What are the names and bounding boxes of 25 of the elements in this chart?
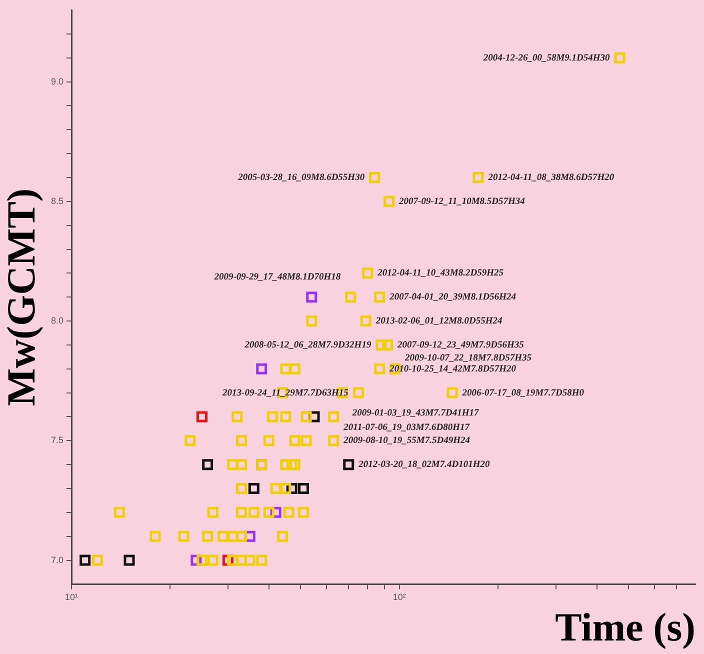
y-axis-title: Mw(GCMT) <box>0 188 44 406</box>
y-tick-label: 8.0 <box>50 316 64 326</box>
x-tick-label: 10² <box>392 592 406 602</box>
y-tick-label: 7.5 <box>50 435 64 446</box>
annotation: 2007-09-12_23_49M7.9D56H35 <box>396 340 524 350</box>
y-tick-label: 9.0 <box>50 76 64 86</box>
annotation: 2012-04-11_10_43M8.2D59H25 <box>376 268 504 279</box>
annotation: 2009-08-10_19_55M7.5D49H24 <box>342 436 470 446</box>
y-tick-label: 7.0 <box>50 554 64 565</box>
y-tick-label: 8.5 <box>50 196 64 206</box>
annotation: 2006-07-17_08_19M7.7D58H0 <box>461 388 584 398</box>
annotation: 2013-02-06_01_12M8.0D55H24 <box>374 316 502 326</box>
annotation: 2004-12-26_00_58M9.1D54H30 <box>482 53 610 64</box>
annotation: 2007-09-12_11_10M8.5D57H34 <box>398 196 526 207</box>
annotation: 2012-03-20_18_02M7.4D101H20 <box>358 460 490 470</box>
annotation: 2005-03-28_16_09M8.6D55H30 <box>237 172 365 183</box>
annotation: 2011-07-06_19_03M7.6D80H17 <box>342 423 471 434</box>
annotation: 2012-04-11_08_38M8.6D57H20 <box>487 172 614 183</box>
x-tick-label: 10¹ <box>65 592 78 602</box>
x-axis-title: Time (s) <box>555 604 696 650</box>
annotation: 2009-09-29_17_48M8.1D70H18 <box>213 272 341 283</box>
annotation: 2007-04-01_20_39M8.1D56H24 <box>388 292 516 303</box>
annotation: 2009-01-03_19_43M7.7D41H17 <box>351 408 480 418</box>
annotation: 2009-10-07_22_18M7.8D57H35 <box>404 353 532 364</box>
annotation: 2008-05-12_06_28M7.9D32H19 <box>244 340 372 350</box>
